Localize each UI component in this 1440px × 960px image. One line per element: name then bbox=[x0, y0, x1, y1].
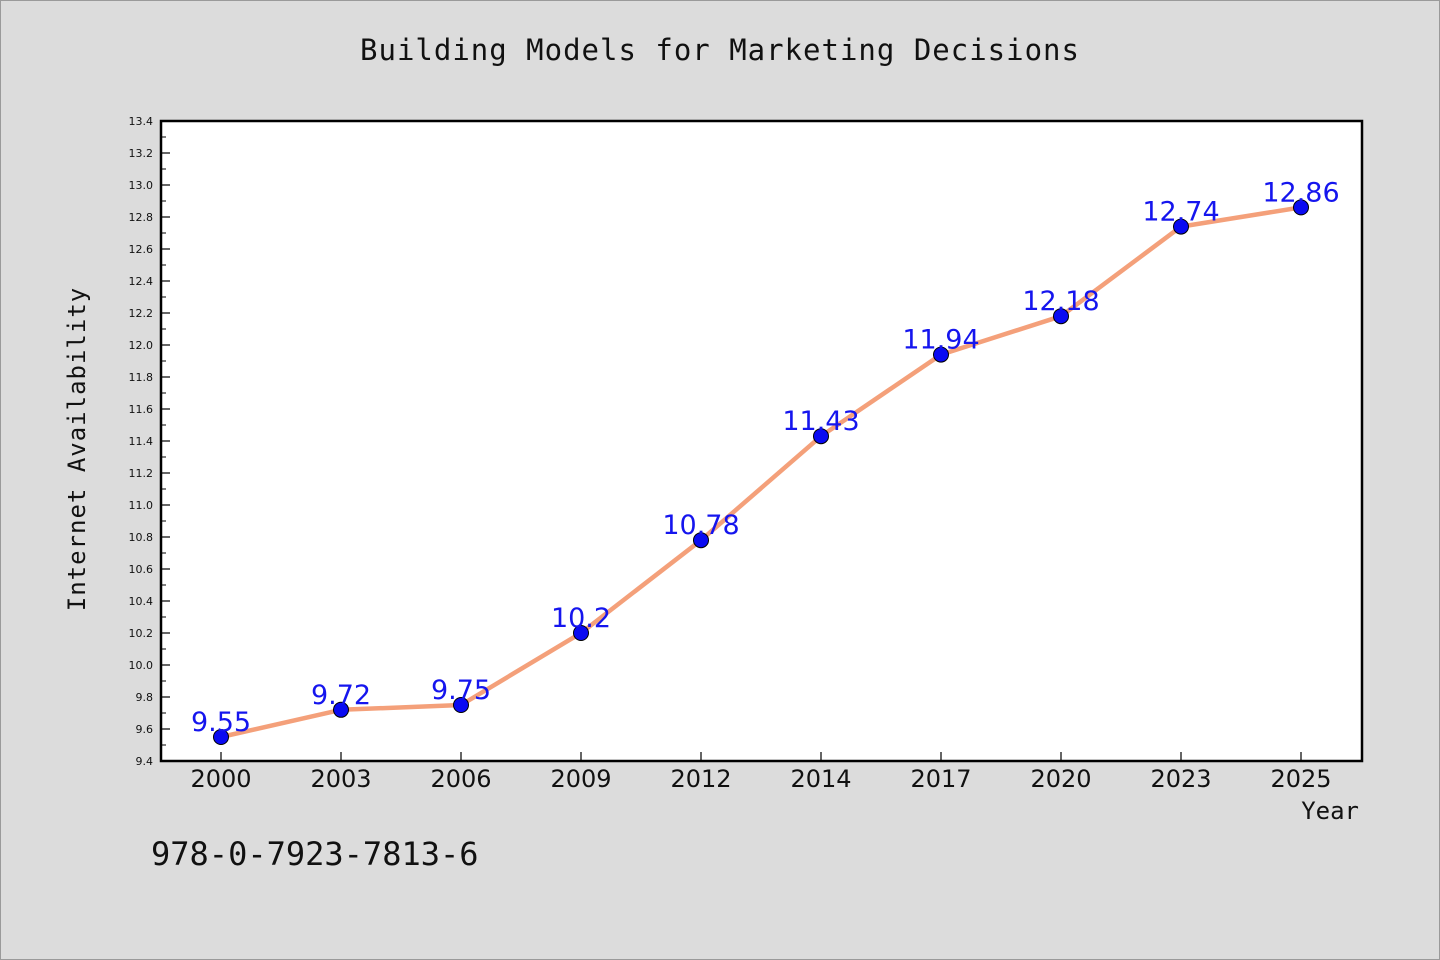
data-label: 10.2 bbox=[551, 603, 611, 634]
y-tick-label: 13.0 bbox=[129, 179, 154, 192]
y-tick-label: 11.0 bbox=[129, 499, 154, 512]
y-tick-label: 9.8 bbox=[136, 691, 154, 704]
x-tick-label: 2009 bbox=[550, 765, 611, 793]
footer-text: 978-0-7923-7813-6 bbox=[151, 835, 479, 873]
data-point bbox=[933, 346, 949, 363]
data-point bbox=[333, 701, 349, 718]
y-tick-label: 10.8 bbox=[129, 531, 154, 544]
data-point bbox=[1173, 218, 1189, 235]
y-tick-label: 10.0 bbox=[129, 659, 154, 672]
data-point bbox=[813, 428, 829, 445]
x-tick-label: 2000 bbox=[190, 765, 251, 793]
y-tick-label: 11.2 bbox=[129, 467, 154, 480]
data-point bbox=[1293, 199, 1309, 216]
y-tick-label: 12.6 bbox=[129, 243, 154, 256]
chart-title: Building Models for Marketing Decisions bbox=[360, 33, 1080, 67]
y-tick-label: 11.8 bbox=[129, 371, 154, 384]
data-point bbox=[573, 625, 589, 641]
y-tick-label: 13.4 bbox=[129, 115, 154, 128]
y-tick-label: 12.8 bbox=[129, 211, 154, 224]
x-tick-label: 2003 bbox=[310, 765, 371, 793]
x-tick-label: 2014 bbox=[790, 765, 851, 793]
x-tick-label: 2023 bbox=[1150, 765, 1211, 793]
data-label: 9.55 bbox=[191, 707, 251, 738]
data-label: 9.75 bbox=[431, 675, 491, 706]
data-point bbox=[453, 697, 469, 713]
x-axis-label: Year bbox=[1301, 797, 1359, 825]
data-label: 12.18 bbox=[1022, 286, 1099, 317]
x-tick-label: 2025 bbox=[1270, 765, 1331, 793]
y-tick-label: 10.4 bbox=[129, 595, 154, 608]
x-axis-ticks: 2000 2003 2006 2009 2012 2014 2017 2020 2023 2025 bbox=[190, 752, 1332, 793]
y-tick-label: 11.6 bbox=[129, 403, 154, 416]
data-label: 12.86 bbox=[1262, 177, 1339, 208]
series-line bbox=[218, 205, 1304, 740]
y-tick-label: 12.2 bbox=[129, 307, 154, 320]
series-group: 9.55 9.72 9.75 10.2 10.78 11.43 11.94 12.18 12.7… bbox=[191, 177, 1340, 745]
x-tick-label: 2012 bbox=[670, 765, 731, 793]
data-label: 10.78 bbox=[662, 510, 739, 541]
x-tick-label: 2020 bbox=[1030, 765, 1091, 793]
data-point bbox=[693, 532, 709, 549]
y-tick-label: 9.6 bbox=[136, 723, 154, 736]
data-label: 11.94 bbox=[902, 325, 979, 356]
data-label: 11.43 bbox=[782, 406, 859, 437]
y-tick-label: 9.4 bbox=[136, 755, 154, 768]
y-tick-label: 12.4 bbox=[129, 275, 154, 288]
data-label: 9.72 bbox=[311, 680, 371, 711]
y-axis-ticks: 9.4 9.6 9.8 10.0 10.2 10.4 10.6 10.8 11.0 11.2 11.… bbox=[129, 115, 170, 768]
x-tick-label: 2006 bbox=[430, 765, 491, 793]
y-tick-label: 10.6 bbox=[129, 563, 154, 576]
data-point bbox=[1053, 308, 1069, 325]
y-tick-label: 13.2 bbox=[129, 147, 154, 160]
data-point bbox=[213, 729, 229, 745]
plot-area bbox=[159, 119, 1364, 763]
y-tick-label: 12.0 bbox=[129, 339, 154, 352]
y-tick-label: 10.2 bbox=[129, 627, 154, 640]
x-tick-label: 2017 bbox=[910, 765, 971, 793]
y-tick-label: 11.4 bbox=[129, 435, 154, 448]
data-label: 12.74 bbox=[1142, 197, 1219, 228]
